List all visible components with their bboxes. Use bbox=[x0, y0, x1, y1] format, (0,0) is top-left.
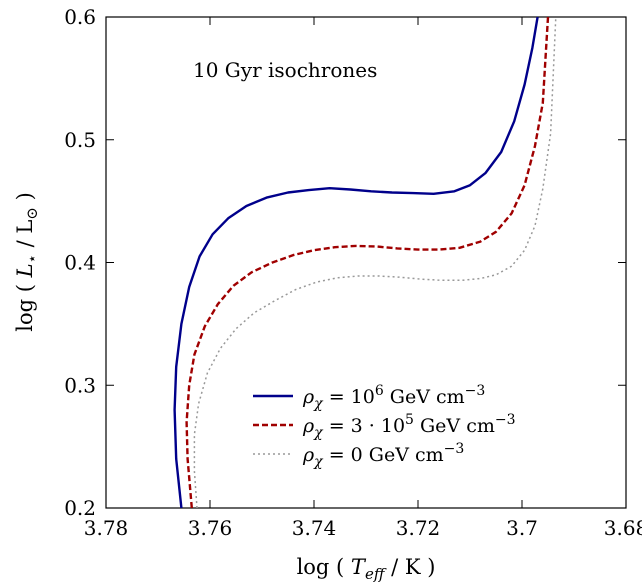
series-line-1 bbox=[173, 17, 539, 508]
x-tick-label: 3.7 bbox=[506, 516, 538, 540]
x-tick-label: 3.68 bbox=[604, 516, 642, 540]
y-tick-label: 0.6 bbox=[64, 5, 96, 29]
y-tick-label: 0.5 bbox=[64, 128, 96, 152]
x-axis-label: log ( Teff / K ) bbox=[297, 555, 436, 583]
y-tick-label: 0.2 bbox=[64, 496, 96, 520]
legend-label-1: ρχ = 106 GeV cm−3 bbox=[302, 383, 485, 412]
series-group bbox=[173, 17, 557, 508]
series-line-2 bbox=[185, 17, 550, 508]
x-tick-label: 3.78 bbox=[84, 516, 129, 540]
legend: ρχ = 106 GeV cm−3ρχ = 3 · 105 GeV cm−3ρχ… bbox=[253, 383, 516, 470]
isochrone-annotation: 10 Gyr isochrones bbox=[193, 58, 377, 82]
x-tick-label: 3.76 bbox=[188, 516, 233, 540]
x-tick-label: 3.74 bbox=[292, 516, 337, 540]
y-axis-label: log ( L⋆ / L⊙ ) bbox=[13, 192, 41, 332]
tick-labels: 3.78 3.76 3.74 3.72 3.7 3.68 0.2 0.3 0.4 0.5 0.6 bbox=[64, 5, 642, 540]
legend-label-3: ρχ = 0 GeV cm−3 bbox=[302, 441, 464, 470]
y-tick-label: 0.3 bbox=[64, 373, 96, 397]
series-line-3 bbox=[193, 17, 557, 508]
legend-label-2: ρχ = 3 · 105 GeV cm−3 bbox=[302, 412, 516, 441]
axis-ticks bbox=[105, 16, 627, 509]
x-tick-label: 3.72 bbox=[396, 516, 441, 540]
y-tick-label: 0.4 bbox=[64, 251, 96, 275]
